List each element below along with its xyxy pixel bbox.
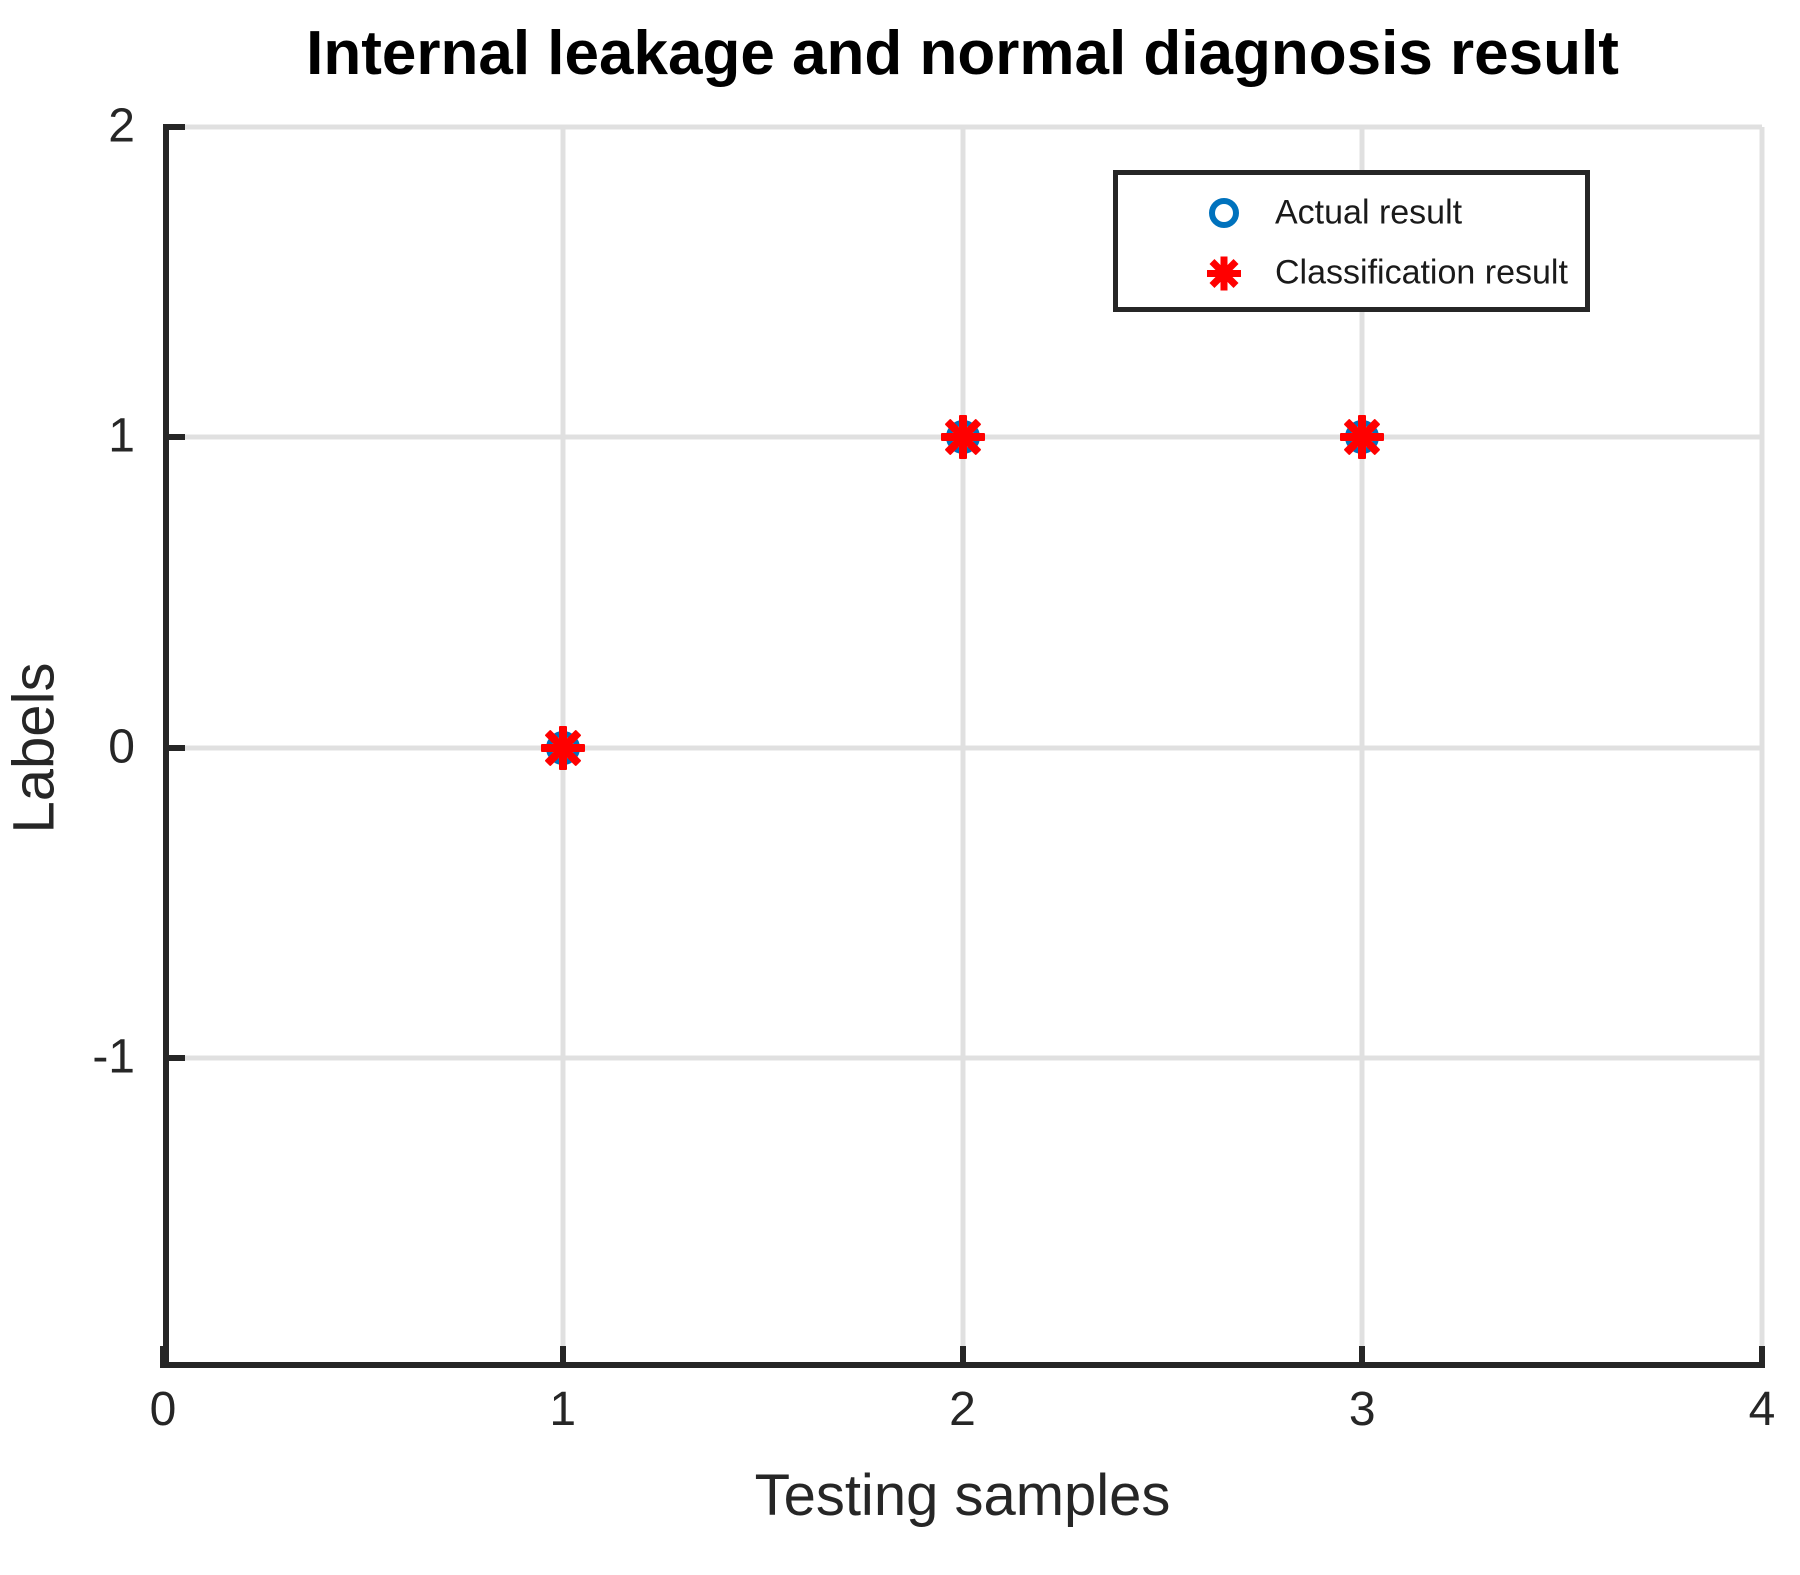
legend-label: Classification result xyxy=(1275,253,1568,292)
x-tick-label-1: 1 xyxy=(549,1383,577,1436)
legend: Actual result Classification result xyxy=(1113,170,1590,312)
data-point-asterisk-2-1 xyxy=(940,415,985,460)
x-tick-1 xyxy=(559,1346,566,1368)
chart-title: Internal leakage and normal diagnosis re… xyxy=(306,19,1619,88)
x-tick-4 xyxy=(1759,1346,1765,1368)
y-tick-2 xyxy=(163,124,185,130)
legend-entry-classification: Classification result xyxy=(1118,243,1585,303)
y-tick--1 xyxy=(163,1054,185,1061)
y-tick-label-1: 1 xyxy=(108,409,135,463)
circle-marker-icon xyxy=(1204,193,1244,233)
gridline-x-4 xyxy=(1759,127,1765,1368)
gridline-y--1 xyxy=(163,1055,1762,1061)
y-tick-label--1: -1 xyxy=(92,1030,135,1084)
x-tick-3 xyxy=(1359,1346,1366,1368)
y-tick-label-2: 2 xyxy=(108,99,135,153)
x-tick-label-4: 4 xyxy=(1748,1383,1776,1436)
plot-area: 0 1 2 3 4 -1 0 1 2 xyxy=(92,100,1775,1436)
x-tick-2 xyxy=(959,1346,966,1368)
x-tick-label-0: 0 xyxy=(149,1383,177,1436)
legend-label: Actual result xyxy=(1275,193,1463,232)
x-tick-label-3: 3 xyxy=(1348,1383,1376,1436)
y-axis-label: Labels xyxy=(1,662,67,834)
x-tick-label-2: 2 xyxy=(949,1383,976,1436)
y-tick-1 xyxy=(163,434,185,441)
x-tick-0 xyxy=(160,1346,166,1368)
data-point-asterisk-1-0 xyxy=(540,725,585,770)
gridline-y-0 xyxy=(163,745,1762,750)
y-tick-label-0: 0 xyxy=(108,720,135,774)
y-tick-0 xyxy=(163,744,185,751)
data-point-asterisk-3-1 xyxy=(1340,415,1385,460)
asterisk-marker-icon xyxy=(1204,253,1244,293)
gridline-y-2 xyxy=(163,124,1762,130)
x-axis-label: Testing samples xyxy=(754,1463,1171,1528)
legend-entry-actual: Actual result xyxy=(1118,183,1585,243)
